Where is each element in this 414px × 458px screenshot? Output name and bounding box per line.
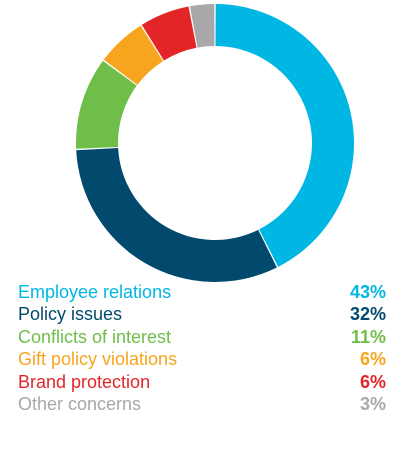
legend-label: Conflicts of interest: [18, 326, 172, 347]
slice-employee-relations: [215, 4, 354, 267]
legend-value: 3%: [359, 393, 386, 414]
legend-value: 11%: [350, 326, 386, 347]
slice-gift-policy-violations: [103, 25, 164, 85]
slice-brand-protection: [141, 6, 197, 61]
legend-item-employee-relations: Employee relations 43%: [18, 281, 386, 303]
legend-value: 6%: [359, 349, 386, 370]
slice-conflicts-of-interest: [76, 60, 137, 149]
legend-value: 6%: [359, 371, 386, 392]
legend-label: Employee relations: [18, 282, 172, 302]
slice-other-concerns: [189, 4, 215, 48]
legend-label: Gift policy violations: [18, 349, 178, 370]
legend-item-other-concerns: Other concerns 3%: [18, 393, 386, 415]
legend-item-conflicts-of-interest: Conflicts of interest 11%: [18, 326, 386, 348]
slice-policy-issues: [76, 148, 277, 282]
legend-label: Brand protection: [18, 371, 151, 392]
donut-chart: [76, 4, 354, 282]
legend-label: Other concerns: [18, 393, 142, 414]
chart-legend: Employee relations 43% Policy issues 32% Con…: [18, 281, 386, 415]
legend-value: 43%: [349, 282, 386, 302]
legend-value: 32%: [349, 304, 386, 325]
legend-item-policy-issues: Policy issues 32%: [18, 303, 386, 325]
legend-item-gift-policy-violations: Gift policy violations 6%: [18, 348, 386, 370]
legend-item-brand-protection: Brand protection 6%: [18, 371, 386, 393]
legend-label: Policy issues: [18, 304, 123, 325]
